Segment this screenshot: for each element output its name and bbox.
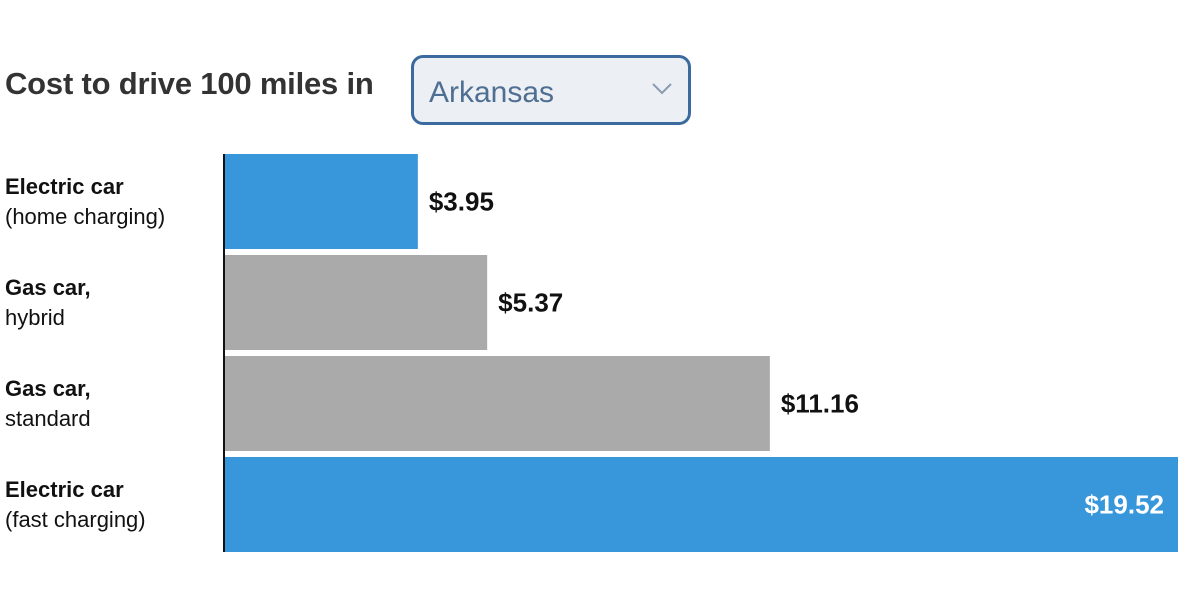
bar-value-label: $11.16 [781, 389, 859, 419]
state-select[interactable]: Arkansas [411, 55, 691, 125]
bar [225, 457, 1178, 552]
category-label: Electric car (fast charging) [5, 475, 146, 535]
bar [225, 154, 418, 249]
bar-value-label: $3.95 [429, 187, 494, 217]
category-label-line1: Gas car, [5, 376, 91, 401]
category-label-line2: (fast charging) [5, 507, 146, 532]
category-label-line1: Electric car [5, 174, 124, 199]
bar-value-label: $19.52 [1084, 490, 1164, 520]
state-select-value: Arkansas [429, 76, 555, 109]
bar [225, 356, 770, 451]
chart-title: Cost to drive 100 miles in [5, 66, 374, 101]
bar [225, 255, 488, 350]
category-label: Gas car, standard [5, 374, 91, 434]
category-label-line1: Gas car, [5, 275, 91, 300]
category-label-line2: standard [5, 406, 91, 431]
category-label: Gas car, hybrid [5, 273, 91, 333]
category-label-line2: (home charging) [5, 204, 166, 229]
bar-value-label: $5.37 [498, 288, 563, 318]
chevron-down-icon [652, 83, 672, 95]
category-label-line2: hybrid [5, 305, 65, 330]
category-label-line1: Electric car [5, 477, 124, 502]
category-label: Electric car (home charging) [5, 172, 165, 232]
